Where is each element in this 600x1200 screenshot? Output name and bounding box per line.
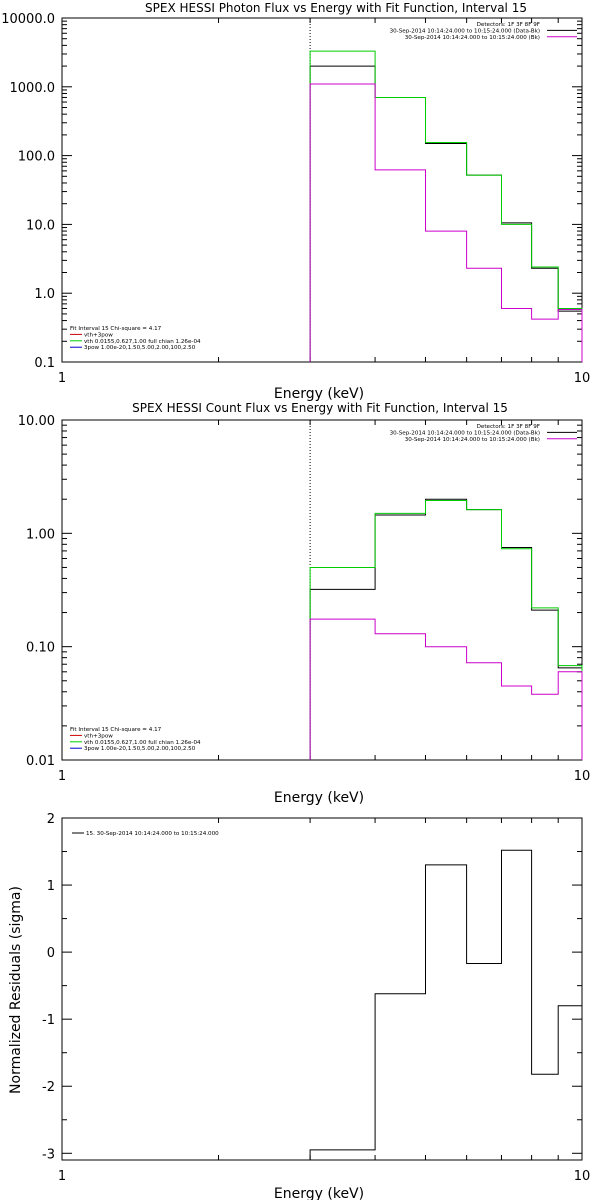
residuals-panel: 1 10 -3 -2 -1 0 1 2 15. 30-Sep-2014 10:14:24.00… <box>8 812 590 1200</box>
residuals-legend-text: 15. 30-Sep-2014 10:14:24.000 to 10:15:24… <box>86 831 219 837</box>
count-flux-title: SPEX HESSI Count Flux vs Energy with Fit… <box>132 401 508 415</box>
photon-flux-marks <box>309 18 583 362</box>
photon-flux-title: SPEX HESSI Photon Flux vs Energy with Fi… <box>145 1 527 15</box>
residuals-marks <box>309 849 583 1160</box>
residuals-ticks: 1 10 -3 -2 -1 0 1 2 <box>42 812 590 1184</box>
photon-flux-y-tick-label: 1000.0 <box>10 81 56 96</box>
count-flux-legend-text: 30-Sep-2014 10:14:24.000 to 10:15:24.000… <box>390 430 540 436</box>
photon-flux-legend-text: vth+3pow <box>84 332 113 338</box>
photon-flux-y-tick-label: 100.0 <box>18 150 55 165</box>
count-flux-y-tick-label: 0.10 <box>26 641 55 656</box>
count-flux-panel: SPEX HESSI Count Flux vs Energy with Fit… <box>18 401 590 806</box>
count-flux-legend-text: vth+3pow <box>84 733 113 739</box>
residuals-y-tick-label: 2 <box>47 812 55 827</box>
count-flux-legend-text: 3pow 1.00e-20,1.50,5.00,2.00,100,2.50 <box>84 746 196 752</box>
photon-flux-legend-text: 30-Sep-2014 10:14:24.000 to 10:15:24.000… <box>405 35 540 41</box>
count-flux-legend-text: 30-Sep-2014 10:14:24.000 to 10:15:24.000… <box>405 437 540 443</box>
photon-flux-series-component <box>309 83 583 362</box>
count-flux-legend-text: Detectors: 1F 3F 8F 9F <box>477 424 540 430</box>
photon-flux-y-tick-label: 1.0 <box>34 287 55 302</box>
photon-flux-legend-text: vth 0.0155,0.627,1.00 full chian 1.26e-0… <box>84 339 201 345</box>
photon-flux-xlabel: Energy (keV) <box>274 386 364 402</box>
count-flux-series-component <box>309 618 583 760</box>
photon-flux-series-total <box>309 50 583 362</box>
residuals-plot-frame <box>61 817 583 1161</box>
count-flux-x-tick-label: 10 <box>574 769 591 784</box>
count-flux-marks <box>309 420 583 760</box>
photon-flux-panel: SPEX HESSI Photon Flux vs Energy with Fi… <box>1 1 590 402</box>
count-flux-x-tick-label: 1 <box>58 769 66 784</box>
count-flux-legend-text: Fit Interval 15 Chi-square = 4.17 <box>70 727 162 733</box>
residuals-x-tick-label: 1 <box>58 1169 66 1184</box>
residuals-y-tick-label: -3 <box>42 1147 55 1162</box>
count-flux-legend-text: vth 0.0155,0.627,1.00 full chian 1.26e-0… <box>84 740 201 746</box>
residuals-y-tick-label: 1 <box>47 879 55 894</box>
residuals-series-residuals <box>309 849 583 1160</box>
photon-flux-x-tick-label: 1 <box>58 371 66 386</box>
count-flux-series-total <box>309 500 583 760</box>
photon-flux-legend-text: Fit Interval 15 Chi-square = 4.17 <box>70 326 162 332</box>
residuals-x-tick-label: 10 <box>574 1169 591 1184</box>
count-flux-plot-frame <box>61 419 583 761</box>
residuals-legend: 15. 30-Sep-2014 10:14:24.000 to 10:15:24… <box>72 831 219 837</box>
count-flux-y-tick-label: 10.00 <box>18 414 55 429</box>
photon-flux-plot-frame <box>61 17 583 363</box>
photon-flux-series-data <box>309 65 583 362</box>
photon-flux-y-tick-label: 10.0 <box>26 218 55 233</box>
residuals-y-tick-label: -1 <box>42 1013 55 1028</box>
photon-flux-y-tick-label: 0.1 <box>34 356 55 371</box>
photon-flux-legend-text: Detectors: 1F 3F 8F 9F <box>477 22 540 28</box>
count-flux-series-data <box>309 498 583 760</box>
photon-flux-legend-text: 3pow 1.00e-20,1.50,5.00,2.00,100,2.50 <box>84 345 196 351</box>
count-flux-y-tick-label: 0.01 <box>26 754 55 769</box>
count-flux-y-tick-label: 1.00 <box>26 527 55 542</box>
residuals-y-tick-label: 0 <box>47 946 55 961</box>
count-flux-ticks: 1 10 0.01 0.10 1.00 10.00 <box>18 414 590 784</box>
count-flux-xlabel: Energy (keV) <box>274 790 364 806</box>
residuals-ylabel: Normalized Residuals (sigma) <box>8 886 24 1094</box>
residuals-xlabel: Energy (keV) <box>274 1186 364 1200</box>
photon-flux-x-tick-label: 10 <box>574 371 591 386</box>
photon-flux-ticks: 1 10 0.1 1.0 10.0 100.0 1000.0 10000.0 <box>1 12 590 386</box>
photon-flux-y-tick-label: 10000.0 <box>1 12 55 27</box>
count-flux-legend-bottom: Fit Interval 15 Chi-square = 4.17vth+3po… <box>70 727 201 752</box>
photon-flux-legend-bottom: Fit Interval 15 Chi-square = 4.17vth+3po… <box>70 326 201 351</box>
photon-flux-legend-text: 30-Sep-2014 10:14:24.000 to 10:15:24.000… <box>390 28 540 34</box>
residuals-y-tick-label: -2 <box>42 1080 55 1095</box>
